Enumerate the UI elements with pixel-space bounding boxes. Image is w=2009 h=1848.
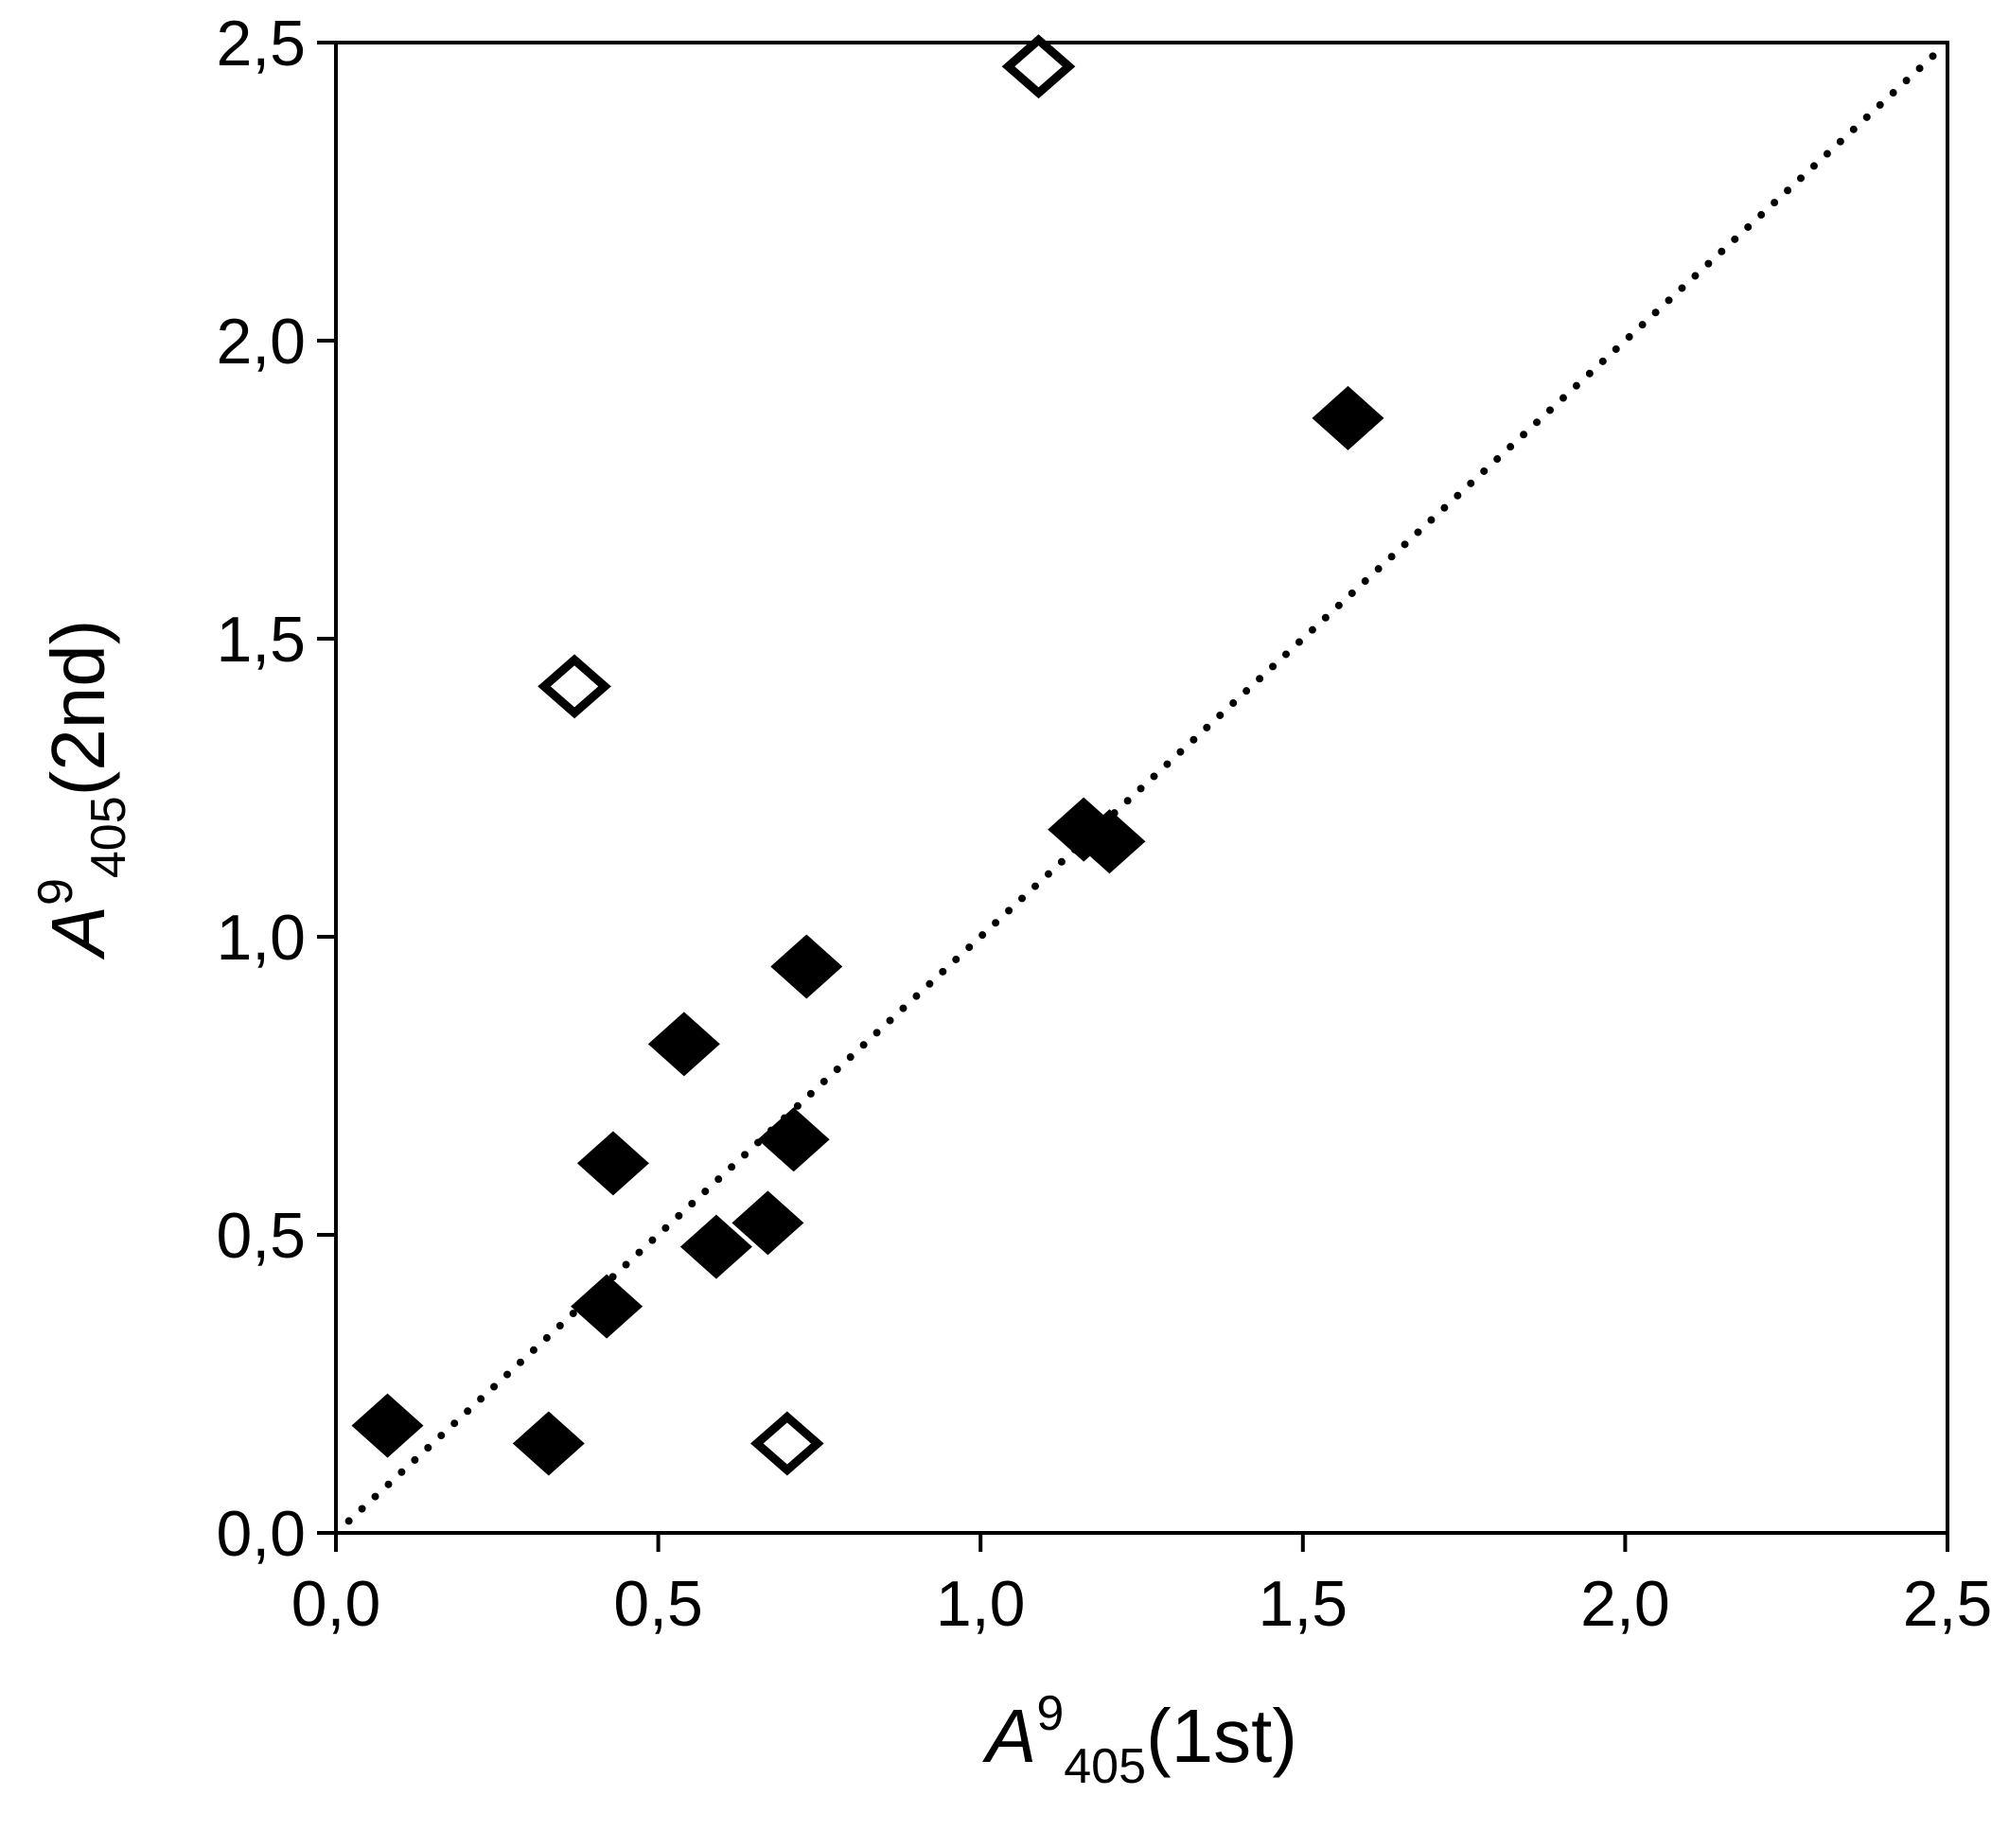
axes-group: 0,0 0,5 1,0 1,5 2,0 2,5 0,0 0,5 1,0 1,5 2,0 2,5 [216,8,1992,1640]
x-axis-label-superscript: 9 [1036,1686,1064,1741]
data-point-open [750,1411,824,1476]
data-point-filled [757,1107,830,1172]
y-tick-label: 1,5 [216,604,306,676]
x-axis-label: A9405(1st) [982,1686,1297,1794]
data-point-filled [1312,385,1384,450]
y-tick-label: 2,5 [216,8,306,79]
x-axis-label-suffix: (1st) [1146,1694,1297,1778]
x-tick-label: 2,0 [1580,1568,1670,1640]
x-axis-label-subscript: 405 [1064,1739,1146,1794]
y-tick-label: 0,5 [216,1200,306,1272]
data-point-filled [770,934,843,999]
x-tick-label: 1,5 [1259,1568,1348,1640]
data-points-group [351,34,1384,1476]
data-point-filled [571,1274,643,1339]
y-axis-label-superscript: 9 [28,878,83,906]
data-point-filled [731,1190,804,1256]
data-point-open [1001,34,1076,99]
reference-line-group [344,50,1939,1525]
axis-labels-group: A9405(1st)A9405(2nd) [28,620,1297,1794]
data-point-filled [351,1393,424,1458]
data-point-filled [576,1131,649,1196]
plot-frame [334,41,1949,1535]
y-tick-label: 2,0 [216,306,306,378]
y-tick-label: 0,0 [216,1498,306,1570]
y-axis-label: A9405(2nd) [28,620,136,960]
y-axis-label-symbol: A [36,906,120,959]
data-point-open [537,654,611,719]
data-point-filled [679,1214,752,1279]
x-tick-label: 1,0 [936,1568,1026,1640]
reference-line [344,50,1939,1525]
y-axis-label-suffix: (2nd) [36,620,120,797]
y-axis-label-subscript: 405 [81,796,136,878]
x-tick-label: 0,0 [291,1568,381,1640]
x-tick-label: 0,5 [613,1568,703,1640]
x-tick-label: 2,5 [1903,1568,1993,1640]
data-point-filled [1073,809,1146,874]
x-axis-label-symbol: A [982,1694,1036,1778]
data-point-filled [512,1411,585,1476]
data-point-filled [647,1012,720,1077]
y-tick-label: 1,0 [216,902,306,974]
